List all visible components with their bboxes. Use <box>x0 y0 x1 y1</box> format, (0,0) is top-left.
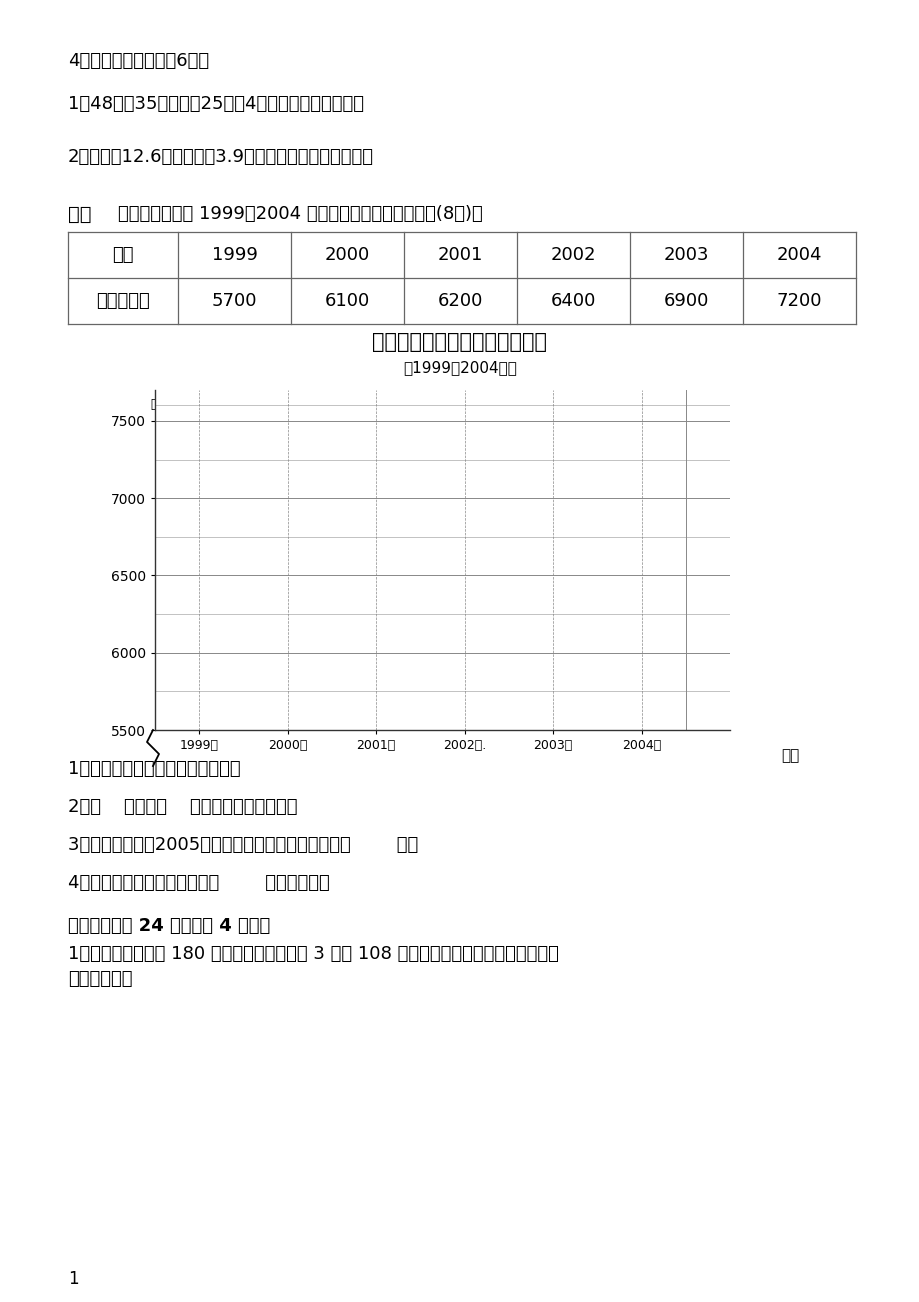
Text: 1、一头大象每天吃 180 千克食物，一只熊猫 3 天吃 108 千克食物。大象每天吃的食物是熊: 1、一头大象每天吃 180 千克食物，一只熊猫 3 天吃 108 千克食物。大象… <box>68 945 558 963</box>
Text: 收入（元）: 收入（元） <box>96 292 150 310</box>
Text: （1999～2004年）: （1999～2004年） <box>403 359 516 375</box>
Text: 单位：元: 单位：元 <box>150 398 180 411</box>
Text: 2002: 2002 <box>550 246 596 264</box>
Text: 1、48加上35的和，与25减去4的差相乘，积是多少？: 1、48加上35的和，与25减去4的差相乘，积是多少？ <box>68 95 364 113</box>
Text: 下面是某镇居民 1999～2004 年人均收入情况的统计图表(8分)。: 下面是某镇居民 1999～2004 年人均收入情况的统计图表(8分)。 <box>118 204 482 223</box>
Text: 7200: 7200 <box>776 292 822 310</box>
Text: 5700: 5700 <box>211 292 257 310</box>
Text: 2、甲数是12.6，比乙数多3.9。甲、乙两数的和是多少？: 2、甲数是12.6，比乙数多3.9。甲、乙两数的和是多少？ <box>68 148 374 165</box>
Text: 1: 1 <box>68 1269 78 1288</box>
Text: 某镇居民年人均收入情况统计表: 某镇居民年人均收入情况统计表 <box>372 332 547 352</box>
Text: 6900: 6900 <box>664 292 709 310</box>
Text: 6200: 6200 <box>437 292 482 310</box>
Text: 1、根据上表中的数据完成统计图。: 1、根据上表中的数据完成统计图。 <box>68 760 241 779</box>
Text: 2003: 2003 <box>663 246 709 264</box>
Text: 6100: 6100 <box>324 292 369 310</box>
Text: 2000: 2000 <box>324 246 369 264</box>
Text: 2、（    ）年到（    ）年增长的幅度最大。: 2、（ ）年到（ ）年增长的幅度最大。 <box>68 798 297 816</box>
Text: 2004: 2004 <box>776 246 822 264</box>
Text: 年份: 年份 <box>780 749 799 763</box>
Text: 4、该镇居民年人均收入呈现（        ）变化趋势。: 4、该镇居民年人均收入呈现（ ）变化趋势。 <box>68 874 329 892</box>
Text: 2001: 2001 <box>437 246 482 264</box>
Text: 3、请你预测一下2005年该镇居民年人均收入大约是（        ）。: 3、请你预测一下2005年该镇居民年人均收入大约是（ ）。 <box>68 836 418 854</box>
Text: 六、应用（共 24 分，每题 4 分）。: 六、应用（共 24 分，每题 4 分）。 <box>68 917 270 935</box>
Text: 6400: 6400 <box>550 292 596 310</box>
Text: 年份: 年份 <box>112 246 133 264</box>
Text: 4、列综合算式计算（6分）: 4、列综合算式计算（6分） <box>68 52 209 70</box>
Text: 1999: 1999 <box>211 246 257 264</box>
Text: 猫的多少倍？: 猫的多少倍？ <box>68 970 132 988</box>
Text: 五、: 五、 <box>68 204 91 224</box>
